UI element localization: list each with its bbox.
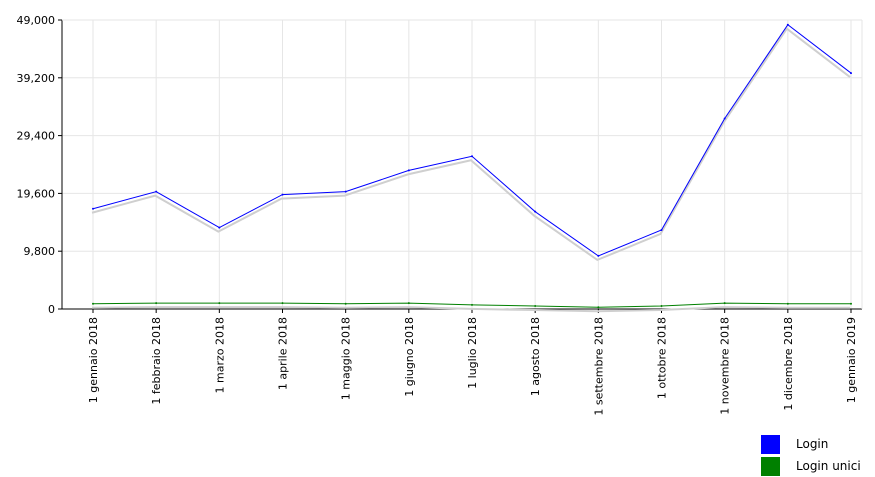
x-axis-ticks: 1 gennaio 2018 1 febbraio 2018 1 marzo 201… [87,309,858,416]
legend-item-login[interactable]: Login [761,433,861,455]
data-point[interactable] [92,302,94,305]
data-point[interactable] [723,117,726,120]
legend: Login Login unici [761,433,861,477]
x-tick-label: 1 aprile 2018 [277,317,290,390]
y-tick-label: 29,400 [17,130,56,143]
data-point[interactable] [218,226,221,229]
data-point[interactable] [660,305,663,308]
x-tick-label: 1 agosto 2018 [529,317,542,396]
legend-label-login: Login [796,437,829,451]
legend-label-login-unici: Login unici [796,459,861,473]
data-point[interactable] [407,302,410,305]
data-point[interactable] [155,302,158,305]
y-tick-label: 0 [48,303,55,316]
data-point[interactable] [155,190,158,193]
x-tick-label: 1 ottobre 2018 [656,317,669,399]
data-point[interactable] [218,302,221,305]
data-point[interactable] [597,254,600,257]
x-tick-label: 1 gennaio 2019 [845,317,858,403]
data-point[interactable] [786,302,789,305]
data-point[interactable] [597,306,600,309]
x-tick-label: 1 luglio 2018 [466,317,479,389]
x-tick-label: 1 marzo 2018 [213,317,226,393]
series-shadow [91,306,850,313]
data-point[interactable] [344,302,347,305]
y-tick-label: 39,200 [17,72,56,85]
axes [61,19,863,310]
legend-item-login-unici[interactable]: Login unici [761,455,861,477]
grid-lines [62,19,862,310]
data-point[interactable] [534,305,537,308]
legend-swatch-login [761,434,780,454]
data-point[interactable] [534,210,537,213]
x-tick-label: 1 novembre 2018 [719,317,732,415]
series-shadow [91,27,851,262]
x-tick-label: 1 maggio 2018 [340,317,353,400]
data-point[interactable] [786,23,789,26]
data-point[interactable] [723,302,726,305]
x-tick-label: 1 gennaio 2018 [87,317,100,403]
legend-swatch-login-unici [761,456,780,476]
data-point[interactable] [471,155,473,158]
data-point[interactable] [850,302,852,305]
data-point[interactable] [344,190,347,193]
data-point[interactable] [281,302,284,305]
series-lines [91,23,852,313]
y-tick-label: 9,800 [24,245,56,258]
x-tick-label: 1 febbraio 2018 [150,317,163,405]
data-point[interactable] [471,303,473,306]
data-point[interactable] [660,228,663,231]
data-point[interactable] [281,193,284,196]
y-axis-ticks: 49,000 39,200 29,400 19,600 9,800 0 [17,14,62,316]
data-point[interactable] [407,169,410,172]
data-point[interactable] [92,207,94,210]
x-tick-label: 1 dicembre 2018 [782,317,795,411]
y-tick-label: 19,600 [17,187,56,200]
x-tick-label: 1 giugno 2018 [403,317,416,397]
x-tick-label: 1 settembre 2018 [592,317,605,416]
y-tick-label: 49,000 [17,14,56,27]
data-point[interactable] [850,72,852,75]
